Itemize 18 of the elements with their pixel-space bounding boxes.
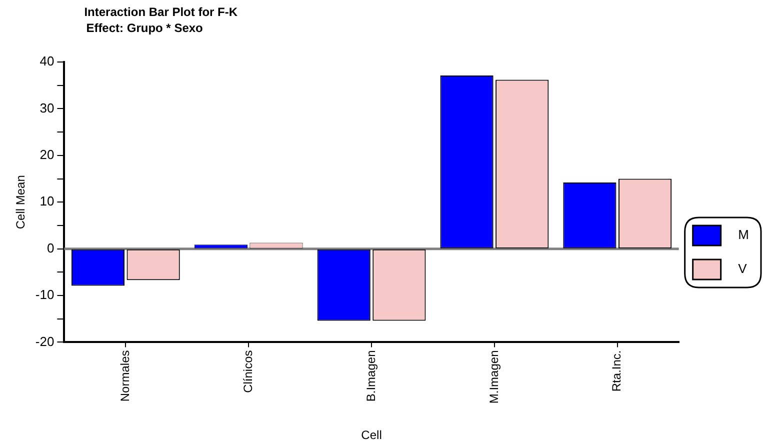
y-axis-title: Cell Mean xyxy=(14,175,28,230)
y-tick-label: 30 xyxy=(40,100,54,116)
y-tick-label: -20 xyxy=(35,334,54,349)
y-tick-label: 10 xyxy=(40,194,54,209)
x-tick-label: Clínicos xyxy=(240,350,255,393)
x-tick-label: Rta.Inc. xyxy=(610,350,624,392)
y-tick-label: 20 xyxy=(40,146,54,162)
x-tick-label: Normales xyxy=(118,350,132,402)
x-tick-label: B.Imagen xyxy=(364,350,378,402)
y-tick-label: 0 xyxy=(46,240,54,256)
chart-title: Interaction Bar Plot for F-K xyxy=(84,5,238,19)
chart-subtitle: Effect: Grupo * Sexo xyxy=(86,21,203,35)
y-tick-label: 40 xyxy=(40,54,54,69)
legend-label: M xyxy=(727,227,750,242)
y-tick-label: -10 xyxy=(35,287,54,302)
x-tick-label: M.Imagen xyxy=(486,350,501,404)
x-axis-title: Cell xyxy=(361,428,382,442)
legend-label: V xyxy=(727,261,748,276)
